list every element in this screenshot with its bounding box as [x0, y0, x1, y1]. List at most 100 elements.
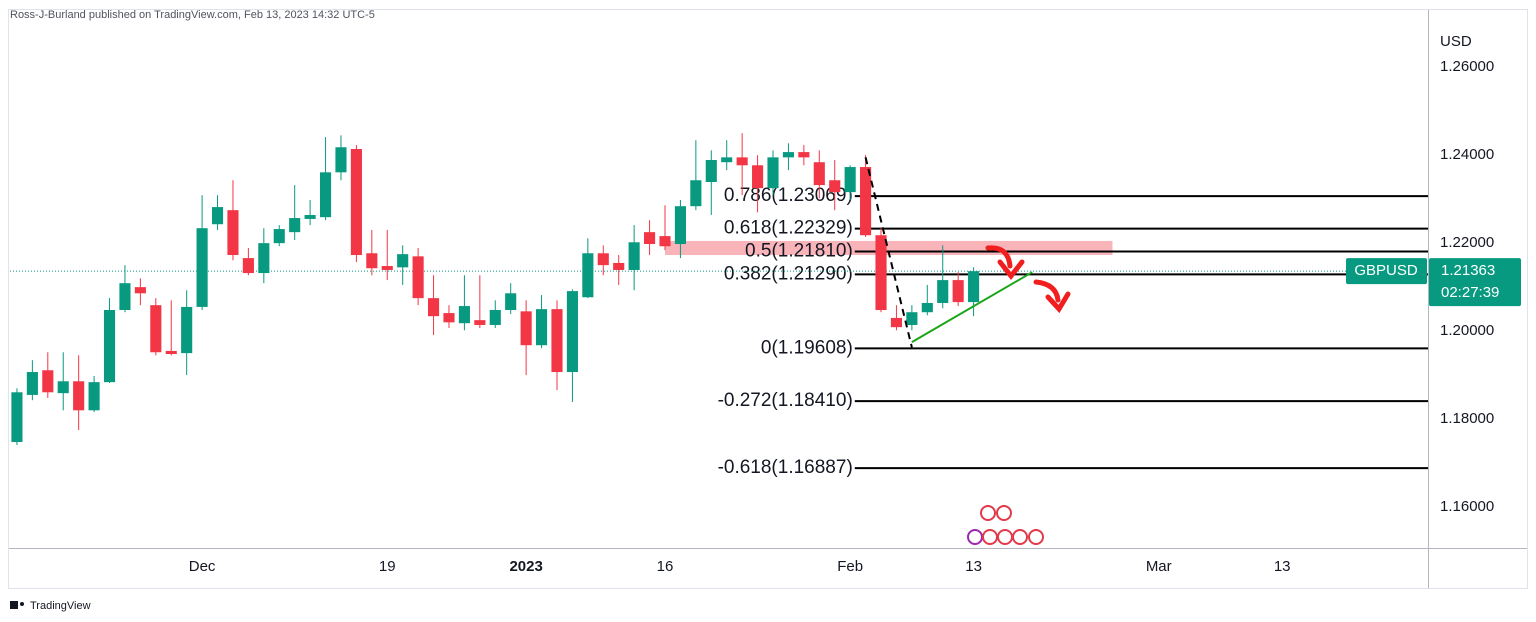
candle-body [134, 287, 146, 294]
candle-body [350, 149, 362, 256]
x-tick-label: 19 [379, 558, 396, 575]
y-tick-label: 1.16000 [1440, 498, 1494, 515]
fib-level-label: -0.618(1.16887) [718, 457, 853, 478]
event-flag[interactable] [1028, 529, 1044, 545]
candle-body [752, 165, 764, 189]
candle-body [181, 306, 193, 354]
event-flag[interactable] [982, 529, 998, 545]
candle-body [844, 167, 856, 193]
candle-body [412, 256, 424, 299]
countdown-label: 02:27:39 [1441, 284, 1499, 301]
candle-body [103, 310, 116, 383]
candle-body [906, 312, 918, 325]
candle-body [458, 306, 470, 324]
currency-label: USD [1440, 33, 1472, 50]
fib-level-label: 0.5(1.21810) [745, 241, 853, 262]
candle-body [505, 293, 517, 311]
candle-body [366, 253, 378, 269]
candle-body [582, 253, 594, 298]
event-flag[interactable] [980, 505, 996, 521]
event-flag[interactable] [996, 505, 1012, 521]
arrow-head [997, 259, 1025, 281]
candle-body [968, 271, 980, 303]
candle-body [860, 167, 872, 236]
candle-body [273, 229, 285, 244]
fib-level-label: 0.786(1.23069) [724, 185, 853, 206]
candle-body [644, 232, 656, 245]
symbol-tag [1346, 258, 1427, 285]
y-tick-label: 1.26000 [1440, 58, 1494, 75]
candle-body [674, 206, 686, 245]
dashed-swing-line [864, 157, 913, 348]
x-tick-label: 16 [657, 558, 674, 575]
x-tick-label: Mar [1146, 558, 1172, 575]
candle-body [551, 309, 563, 373]
candle-body [211, 207, 224, 225]
chart-frame [8, 9, 1528, 589]
candle-body [536, 309, 548, 346]
y-tick-label: 1.18000 [1440, 410, 1494, 427]
x-tick-label: 13 [1274, 558, 1291, 575]
candle-body [597, 253, 609, 266]
candle-body [427, 298, 440, 317]
arrow-head [1045, 291, 1071, 314]
event-flag[interactable] [967, 529, 983, 545]
candle-body [42, 370, 54, 393]
y-tick-label: 1.22000 [1440, 234, 1494, 251]
candle-body [88, 382, 100, 411]
candle-body [736, 157, 748, 166]
candle-body [443, 313, 455, 323]
x-tick-label: Feb [837, 558, 863, 575]
y-tick-label: 1.20000 [1440, 322, 1494, 339]
fib-level-label: 0(1.19608) [761, 337, 853, 358]
price-tag [1429, 258, 1521, 307]
candle-body [196, 228, 208, 307]
y-tick-label: 1.24000 [1440, 146, 1494, 163]
candle-body [798, 152, 810, 158]
candle-body [258, 243, 270, 274]
publisher-header: Ross-J-Burland published on TradingView.… [10, 9, 375, 21]
candle-body [875, 235, 887, 311]
candle-body [782, 152, 794, 158]
event-flag[interactable] [997, 529, 1013, 545]
candle-body [566, 291, 578, 373]
candle-body [397, 254, 409, 268]
trend-line [911, 271, 1033, 343]
candle-body [242, 258, 254, 274]
logo-mark [10, 601, 18, 609]
logo-dot [20, 602, 24, 606]
candle-body [11, 392, 23, 442]
candle-body [227, 210, 239, 256]
symbol-tag-label: GBPUSD [1354, 262, 1418, 279]
candle-body [520, 311, 532, 346]
candle-body [474, 320, 486, 325]
candle-body [119, 283, 131, 311]
candle-body [335, 147, 347, 173]
candle-body [690, 180, 702, 207]
candle-body [150, 305, 162, 353]
candle-body [767, 157, 779, 189]
event-flag[interactable] [1012, 529, 1028, 545]
brand-name: TradingView [30, 600, 91, 612]
candle-body [829, 180, 841, 193]
candle-body [26, 372, 38, 395]
candle-body [319, 172, 332, 218]
candle-body [813, 162, 825, 186]
candle-body [659, 236, 671, 247]
x-tick-label: 13 [965, 558, 982, 575]
candle-body [73, 381, 85, 411]
candle-body [937, 280, 949, 303]
candle-body [628, 242, 640, 270]
fib-level-label: -0.272(1.18410) [718, 390, 853, 411]
fib-level-label: 0.618(1.22329) [724, 218, 853, 239]
candle-body [165, 350, 177, 355]
x-tick-label: Dec [189, 558, 216, 575]
candle-body [57, 381, 69, 394]
arrow-curve [1033, 279, 1061, 303]
candle-body [952, 280, 964, 303]
candle-body [721, 157, 733, 163]
fib-level-label: 0.382(1.21290) [724, 263, 853, 284]
red-arrows [985, 245, 1071, 314]
candle-body [304, 214, 316, 219]
